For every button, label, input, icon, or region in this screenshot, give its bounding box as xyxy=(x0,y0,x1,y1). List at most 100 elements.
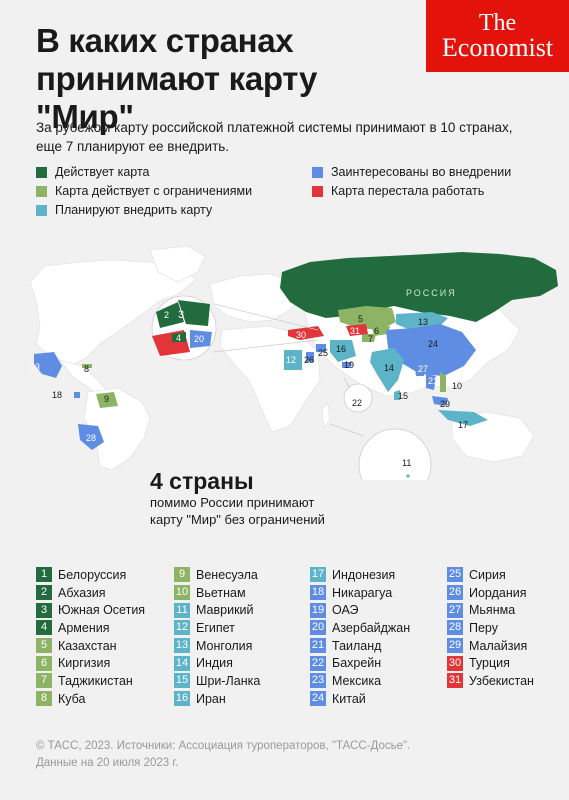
country-number: 26 xyxy=(447,585,463,601)
russia-area xyxy=(280,252,558,322)
nicaragua-area xyxy=(74,392,80,398)
country-row: 16 Иран xyxy=(174,690,260,708)
subtitle: За рубежом карту российской платежной си… xyxy=(36,118,546,156)
svg-text:18: 18 xyxy=(52,390,62,400)
country-row: 31 Узбекистан xyxy=(447,672,534,690)
country-name: ОАЭ xyxy=(332,603,359,618)
tajikistan-area xyxy=(362,334,376,342)
title-line-2: принимают карту "Мир" xyxy=(36,60,318,135)
legend-label-interested: Заинтересованы во внедрении xyxy=(331,165,512,179)
big-subtext-line-2: карту "Мир" без ограничений xyxy=(150,512,325,527)
page-title: В каких странах принимают карту "Мир" xyxy=(36,22,416,136)
bahrain-callout xyxy=(343,383,373,413)
economist-logo: The Economist xyxy=(426,0,569,72)
venezuela-area xyxy=(96,392,118,408)
legend-item-limited: Карта действует с ограничениями xyxy=(36,184,252,198)
country-row: 8 Куба xyxy=(36,690,145,708)
country-name: Узбекистан xyxy=(469,673,534,688)
svg-text:12: 12 xyxy=(286,355,296,365)
country-row: 21 Таиланд xyxy=(310,637,410,655)
kyrgyzstan-area xyxy=(372,326,390,336)
jordan-area xyxy=(306,352,314,362)
bahrain-callout-line xyxy=(343,377,351,389)
country-name: Монголия xyxy=(196,638,253,653)
svg-text:27: 27 xyxy=(418,364,428,374)
country-number: 1 xyxy=(36,567,52,583)
syria-area xyxy=(316,344,326,352)
europe-land xyxy=(209,273,301,323)
country-name: Маврикий xyxy=(196,603,254,618)
country-number: 8 xyxy=(36,691,52,707)
country-name: Таиланд xyxy=(332,638,382,653)
country-name: Турция xyxy=(469,656,510,671)
country-name: Абхазия xyxy=(58,585,106,600)
svg-text:16: 16 xyxy=(336,344,346,354)
country-number: 28 xyxy=(447,620,463,636)
country-number: 4 xyxy=(36,620,52,636)
indonesia-area xyxy=(438,410,488,426)
country-number: 7 xyxy=(36,673,52,689)
country-number: 21 xyxy=(310,638,326,654)
country-name: Киргизия xyxy=(58,656,111,671)
vietnam-area xyxy=(440,372,446,392)
country-name: Сирия xyxy=(469,567,506,582)
country-row: 6 Киргизия xyxy=(36,654,145,672)
madagascar-land xyxy=(321,403,331,430)
svg-text:20: 20 xyxy=(194,334,204,344)
greenland-land xyxy=(149,245,206,283)
svg-text:6: 6 xyxy=(374,326,379,336)
legend-label-limited: Карта действует с ограничениями xyxy=(55,184,253,198)
country-number: 13 xyxy=(174,638,190,654)
country-name: Шри-Ланка xyxy=(196,673,261,688)
big-subtext: помимо России принимают карту "Мир" без … xyxy=(150,494,350,528)
country-number: 6 xyxy=(36,655,52,671)
country-number: 30 xyxy=(447,655,463,671)
svg-text:28: 28 xyxy=(86,433,96,443)
country-name: Никарагуа xyxy=(332,585,393,600)
country-name: Венесуэла xyxy=(196,567,258,582)
country-number: 3 xyxy=(36,602,52,618)
legend-item-active: Действует карта xyxy=(36,165,150,179)
svg-text:5: 5 xyxy=(358,314,363,324)
country-name: Армения xyxy=(58,620,110,635)
country-row: 11 Маврикий xyxy=(174,601,260,619)
country-number: 23 xyxy=(310,673,326,689)
kazakhstan-area xyxy=(338,306,396,330)
country-number: 9 xyxy=(174,567,190,583)
svg-text:31: 31 xyxy=(350,326,360,336)
svg-text:23: 23 xyxy=(30,362,40,372)
title-line-1: В каких странах xyxy=(36,22,294,59)
svg-text:9: 9 xyxy=(104,394,109,404)
country-name: Таджикистан xyxy=(58,673,133,688)
svg-text:7: 7 xyxy=(368,334,373,344)
svg-text:29: 29 xyxy=(440,399,450,409)
egypt-area xyxy=(284,350,302,370)
country-number: 24 xyxy=(310,691,326,707)
legend-label-stopped: Карта перестала работать xyxy=(331,184,485,198)
legend-swatch-interested xyxy=(312,166,323,178)
country-number: 22 xyxy=(310,655,326,671)
country-row: 10 Вьетнам xyxy=(174,584,260,602)
country-row: 27 Мьянма xyxy=(447,601,534,619)
country-row: 25 Сирия xyxy=(447,566,534,584)
svg-text:24: 24 xyxy=(428,339,438,349)
country-number: 25 xyxy=(447,567,463,583)
country-number: 2 xyxy=(36,585,52,601)
country-number: 12 xyxy=(174,620,190,636)
cuba-area xyxy=(82,364,92,368)
legend-swatch-active xyxy=(36,166,47,178)
legend-swatch-planned xyxy=(36,204,47,216)
uae-area xyxy=(342,362,352,368)
svg-text:2: 2 xyxy=(164,310,169,320)
abkhazia-area xyxy=(156,302,184,328)
country-number: 15 xyxy=(174,673,190,689)
svg-text:3: 3 xyxy=(178,309,184,321)
big-subtext-line-1: помимо России принимают xyxy=(150,495,315,510)
country-row: 9 Венесуэла xyxy=(174,566,260,584)
country-row: 17 Индонезия xyxy=(310,566,410,584)
country-name: Индия xyxy=(196,656,233,671)
country-row: 15 Шри-Ланка xyxy=(174,672,260,690)
subtitle-line-1: За рубежом карту российской платежной си… xyxy=(36,120,513,135)
country-number: 17 xyxy=(310,567,326,583)
legend-swatch-limited xyxy=(36,185,47,197)
